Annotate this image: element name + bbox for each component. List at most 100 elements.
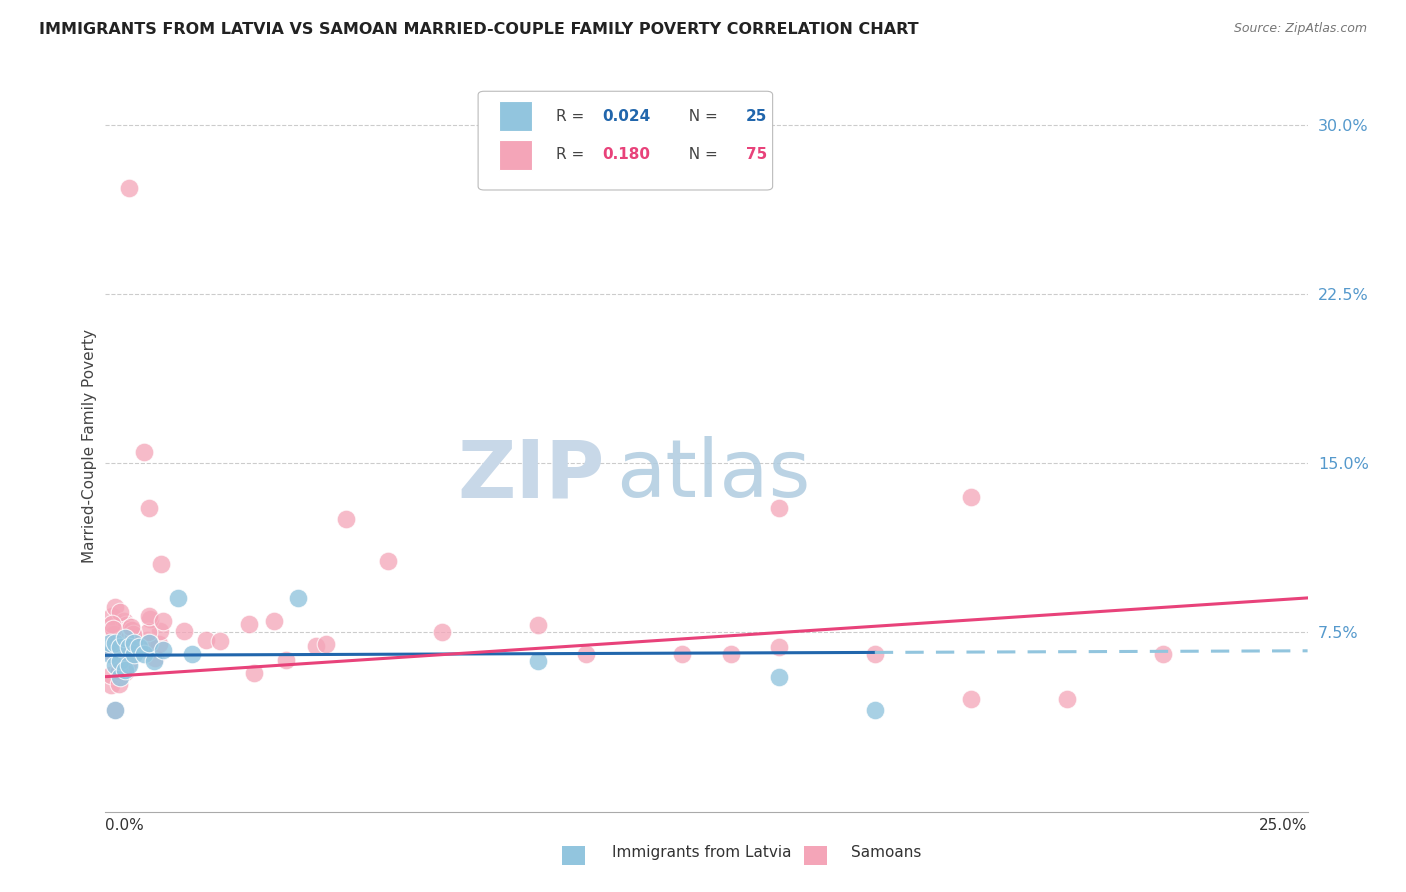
Point [98,647,121,661]
Point [238,617,260,632]
Point [150,557,173,571]
Point [671,647,693,661]
Point [132,444,155,458]
Text: IMMIGRANTS FROM LATVIA VS SAMOAN MARRIED-COUPLE FAMILY POVERTY CORRELATION CHART: IMMIGRANTS FROM LATVIA VS SAMOAN MARRIED… [39,22,920,37]
Point [960,490,983,504]
Point [527,618,550,632]
Point [114,632,136,646]
Point [101,617,124,632]
Point [105,651,128,665]
Point [103,643,125,657]
Point [124,647,146,661]
Point [148,637,170,651]
Point [768,670,790,684]
Point [263,615,285,629]
Text: Samoans: Samoans [851,846,921,860]
Point [115,624,138,639]
Point [377,554,399,568]
Point [863,703,886,717]
Point [575,647,598,661]
Point [114,663,136,677]
Text: 0.024: 0.024 [602,109,650,124]
Bar [499,101,533,131]
Point [132,635,155,649]
Point [103,627,125,641]
Point [115,632,138,646]
Point [305,639,328,653]
Point [122,627,145,641]
Point [132,647,155,661]
Point [118,658,141,673]
Point [118,181,141,195]
Point [101,622,124,636]
Point [104,641,127,656]
Point [104,658,127,673]
Point [122,629,145,643]
Text: atlas: atlas [616,436,811,515]
Text: Immigrants from Latvia: Immigrants from Latvia [612,846,792,860]
Point [720,647,742,661]
Point [195,632,218,647]
FancyBboxPatch shape [478,91,773,190]
Point [112,614,135,628]
Point [105,649,128,664]
Point [527,654,550,668]
Point [138,635,160,649]
Text: 25.0%: 25.0% [1260,819,1308,833]
Point [136,625,159,640]
Point [104,703,127,717]
Point [121,623,143,637]
Point [108,676,131,690]
Point [274,653,297,667]
Point [108,640,131,655]
Point [287,591,309,605]
Point [114,665,136,679]
Point [142,654,165,668]
Text: R =: R = [557,147,589,162]
Point [152,642,174,657]
Point [124,636,146,650]
Point [208,634,231,648]
Point [1152,647,1174,661]
Point [138,500,160,515]
Point [181,647,204,661]
Point [136,632,159,647]
Point [242,666,264,681]
Point [152,614,174,628]
Point [100,668,122,682]
Text: R =: R = [557,109,589,124]
Point [108,670,131,684]
Text: ZIP: ZIP [457,436,605,515]
Point [430,624,453,639]
Point [120,620,142,634]
Text: N =: N = [679,109,723,124]
Point [114,618,136,632]
Point [138,609,160,624]
Point [138,612,160,626]
Text: 0.180: 0.180 [602,147,650,162]
Point [315,637,337,651]
Point [960,692,983,706]
Bar [499,139,533,170]
Point [118,640,141,655]
Point [107,639,129,653]
Text: 25: 25 [747,109,768,124]
Point [103,648,125,662]
Point [118,622,141,636]
Point [863,647,886,661]
Point [105,634,128,648]
Point [100,645,122,659]
Point [103,625,125,640]
Point [768,500,790,515]
Text: N =: N = [679,147,723,162]
Text: 0.0%: 0.0% [105,819,145,833]
Point [108,605,131,619]
Point [117,657,139,671]
Point [104,703,127,717]
Point [138,636,160,650]
Point [768,640,790,655]
Point [110,646,132,660]
Point [100,678,122,692]
Point [98,636,121,650]
Point [173,624,195,638]
